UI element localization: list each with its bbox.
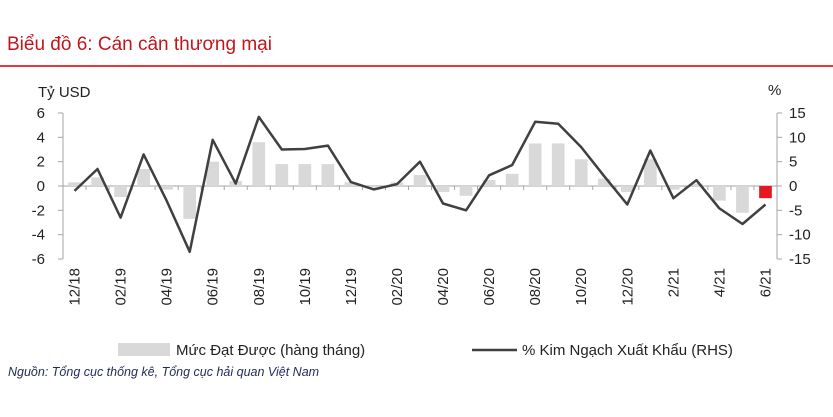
bar [459, 186, 473, 196]
tick-labels: 6 4 2 0 -2 -4 -6 15 10 5 0 -5 -10 -15 12/18 02/19 04/19 0… [32, 105, 811, 306]
bar [436, 186, 450, 193]
bar [68, 182, 81, 186]
bar [736, 186, 749, 213]
left-tick-label: -4 [32, 227, 45, 244]
line-series [73, 115, 767, 253]
bar [298, 164, 312, 186]
bar [528, 143, 542, 186]
x-tick-label: 10/19 [297, 268, 314, 306]
bar [91, 177, 104, 186]
x-tick-label: 02/20 [389, 268, 406, 306]
bar [137, 168, 150, 186]
x-tick-label: 12/19 [343, 268, 360, 306]
right-tick-label: -15 [789, 251, 811, 268]
bar [275, 164, 289, 186]
right-axis-label: % [768, 82, 781, 99]
bar [321, 164, 335, 186]
left-tick-label: -6 [32, 251, 45, 268]
x-tick-label: 12/20 [619, 268, 636, 306]
bar-series [68, 142, 772, 219]
x-tick-label: 02/19 [113, 268, 130, 306]
right-tick-label: 15 [789, 105, 806, 122]
left-tick-label: 6 [37, 105, 45, 122]
bar [574, 159, 588, 186]
left-tick-label: 2 [37, 154, 45, 171]
bar [114, 186, 127, 197]
x-tick-label: 4/21 [711, 268, 728, 297]
bar [160, 186, 173, 190]
title-divider [0, 65, 833, 67]
x-tick-label: 08/20 [527, 268, 544, 306]
bar [413, 175, 427, 186]
bar [759, 186, 772, 199]
bar [505, 173, 519, 186]
right-tick-label: 10 [789, 129, 806, 146]
x-tick-label: 2/21 [665, 268, 682, 297]
chart-title: Biểu đồ 6: Cán cân thương mại [7, 34, 272, 55]
bar [667, 186, 680, 190]
left-tick-label: 0 [37, 178, 45, 195]
bar [597, 178, 611, 186]
bar [643, 159, 657, 186]
export-growth-line [73, 115, 767, 253]
bar [206, 161, 220, 186]
right-tick-label: -5 [789, 202, 802, 219]
right-tick-label: 5 [789, 154, 797, 171]
legend-bar-swatch [118, 343, 170, 356]
bar [367, 186, 381, 188]
right-tick-label: 0 [789, 178, 797, 195]
legend: Mức Đạt Được (hàng tháng) % Kim Ngạch Xuấ… [118, 342, 733, 359]
bar [620, 186, 634, 193]
source-note: Nguồn: Tổng cục thống kê, Tổng cục hải q… [8, 365, 320, 379]
legend-line-label: % Kim Ngạch Xuất Khẩu (RHS) [522, 342, 733, 359]
legend-bar-label: Mức Đạt Được (hàng tháng) [176, 342, 365, 359]
right-tick-label: -10 [789, 227, 811, 244]
x-tick-label: 06/19 [205, 268, 222, 306]
x-tick-label: 10/20 [573, 268, 590, 306]
x-tick-label: 08/19 [251, 268, 268, 306]
x-tick-label: 04/20 [435, 268, 452, 306]
left-tick-label: 4 [37, 129, 45, 146]
bar [183, 186, 197, 219]
bar [252, 142, 266, 186]
x-tick-label: 04/19 [159, 268, 176, 306]
left-tick-label: -2 [32, 202, 45, 219]
bar [551, 143, 565, 186]
bar [482, 179, 496, 186]
bar [344, 182, 358, 186]
x-tick-label: 06/20 [481, 268, 498, 306]
bar [690, 183, 703, 186]
x-tick-label: 6/21 [757, 268, 774, 297]
bar [713, 186, 726, 201]
x-tick-label: 12/18 [67, 268, 84, 306]
left-axis-label: Tỷ USD [38, 84, 91, 101]
